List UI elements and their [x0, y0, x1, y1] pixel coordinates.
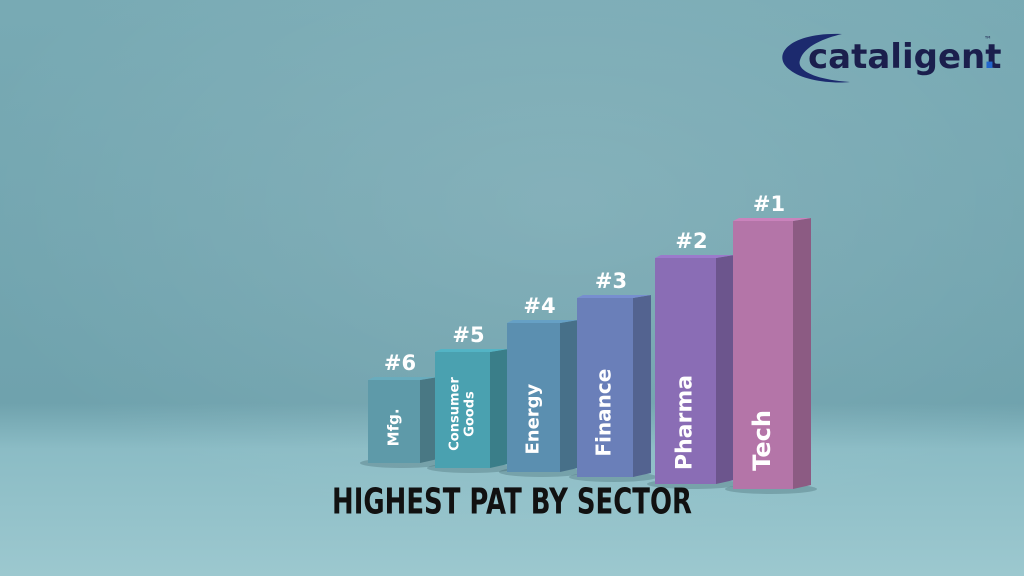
rank-label: #3 — [595, 269, 627, 293]
rank-label: #6 — [384, 351, 416, 375]
title: HIGHEST PAT BY SECTOR — [332, 481, 692, 522]
logo-swoosh — [782, 33, 850, 83]
rank-label: #2 — [675, 229, 707, 253]
bar-side — [420, 377, 438, 463]
sector-label: Tech — [748, 410, 776, 471]
bar-top — [577, 295, 651, 298]
rank-label: #5 — [452, 323, 484, 347]
bar: #3 Finance — [569, 269, 657, 482]
sector-label: Consumer — [448, 377, 463, 451]
bar-front — [655, 258, 716, 484]
rank-label: #4 — [523, 294, 555, 318]
bar-front — [733, 221, 793, 489]
bars: #6 Mfg. #5 Consumer Goods #4 Energy #3 Finance #2… — [360, 192, 817, 494]
bar-front — [368, 380, 420, 463]
bar-side — [560, 320, 578, 472]
bar-side — [716, 255, 734, 484]
bar: #5 Consumer Goods — [427, 323, 514, 473]
logo-dot: . — [983, 37, 996, 77]
bar-side — [633, 295, 651, 477]
bar-top — [435, 349, 508, 352]
bar: #1 Tech — [725, 192, 817, 494]
bar-top — [507, 320, 578, 323]
bar: #4 Energy — [499, 294, 584, 477]
logo-trademark: ™ — [984, 35, 992, 44]
bar: #2 Pharma — [647, 229, 740, 489]
sector-label: Goods — [463, 391, 478, 437]
sector-label: Mfg. — [385, 408, 403, 446]
sector-label: Energy — [523, 383, 544, 454]
bar-front — [507, 323, 560, 472]
bar: #6 Mfg. — [360, 351, 444, 468]
sector-label: Finance — [592, 369, 616, 457]
logo-text: cataligent — [808, 37, 1001, 77]
bar-top — [733, 218, 811, 221]
bar-front — [577, 298, 633, 477]
bar-top — [368, 377, 438, 380]
sector-label: Pharma — [673, 375, 698, 470]
bar-side — [490, 349, 508, 468]
bar-front — [435, 352, 490, 468]
logo: cataligent . ™ — [782, 33, 1001, 83]
bar-side — [793, 218, 811, 489]
rank-label: #1 — [753, 192, 785, 216]
bar-top — [655, 255, 734, 258]
